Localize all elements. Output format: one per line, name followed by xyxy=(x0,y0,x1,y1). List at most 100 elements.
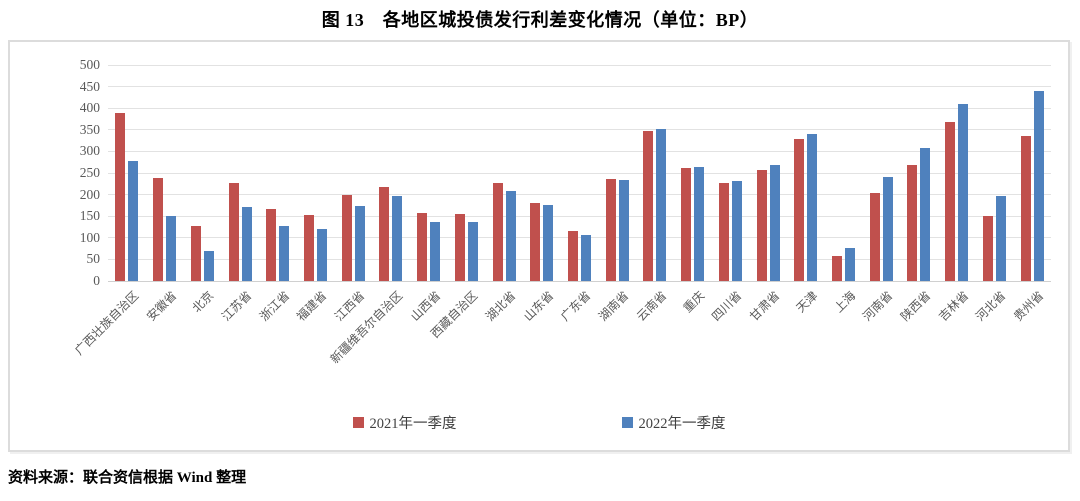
bar-2022年一季度-陕西省 xyxy=(920,147,931,281)
bar-2021年一季度-广东省 xyxy=(568,231,578,281)
bar-2021年一季度-广西壮族自治区 xyxy=(115,113,126,281)
y-axis-tick-450: 450 xyxy=(79,78,100,94)
y-axis-tick-350: 350 xyxy=(79,121,100,137)
bar-2021年一季度-新疆维吾尔自治区 xyxy=(379,186,390,281)
x-axis-label-陕西省: 陕西省 xyxy=(897,288,934,324)
chart-legend: 2021年一季度 2022年一季度 xyxy=(10,412,1068,433)
bar-2022年一季度-河南省 xyxy=(882,176,893,281)
bar-2022年一季度-山东省 xyxy=(543,204,554,281)
bar-2022年一季度-北京 xyxy=(203,250,214,281)
bar-2021年一季度-吉林省 xyxy=(945,122,956,281)
bar-2021年一季度-山东省 xyxy=(530,202,541,281)
gridline-300 xyxy=(108,150,1051,152)
x-axis-label-河北省: 河北省 xyxy=(973,288,1009,324)
bar-2021年一季度-贵州省 xyxy=(1020,136,1031,281)
legend-item-2022: 2022年一季度 xyxy=(621,412,726,433)
gridline-150 xyxy=(108,215,1051,217)
gridline-350 xyxy=(108,129,1051,131)
bar-2021年一季度-湖南省 xyxy=(605,178,616,281)
bar-2022年一季度-甘肃省 xyxy=(769,164,780,281)
gridline-0 xyxy=(108,280,1051,282)
bar-2022年一季度-广西壮族自治区 xyxy=(128,161,139,281)
bar-2021年一季度-上海 xyxy=(832,256,843,281)
y-axis: 0 50 100 150 200 250 300 350 400 450 500 xyxy=(10,57,101,288)
gridline-100 xyxy=(108,237,1051,239)
x-axis-label-山东省: 山东省 xyxy=(520,288,557,324)
bar-2022年一季度-河北省 xyxy=(995,196,1006,281)
bar-2021年一季度-北京 xyxy=(190,226,201,281)
y-axis-tick-400: 400 xyxy=(79,100,100,116)
bar-2021年一季度-陕西省 xyxy=(907,165,918,281)
bar-2021年一季度-重庆 xyxy=(681,168,692,281)
y-axis-tick-150: 150 xyxy=(79,208,100,224)
bar-2021年一季度-山西省 xyxy=(417,213,428,281)
bar-2021年一季度-安徽省 xyxy=(153,177,164,281)
x-axis-label-吉林省: 吉林省 xyxy=(935,288,972,324)
source-note: 资料来源：联合资信根据 Wind 整理 xyxy=(8,470,247,486)
x-axis-label-广东省: 广东省 xyxy=(558,288,594,324)
x-axis-label-湖北省: 湖北省 xyxy=(483,288,519,324)
plot-area: 广西壮族自治区 安徽省 北京 江苏省 浙江省 福建省 江西省 新疆维吾尔自治区 山西省 西藏自治区… xyxy=(72,64,1051,366)
y-axis-tick-250: 250 xyxy=(79,165,100,180)
x-axis-label-天津: 天津 xyxy=(793,288,821,316)
x-axis-label-云南省: 云南省 xyxy=(633,288,670,324)
bar-2021年一季度-甘肃省 xyxy=(756,169,767,281)
x-axis-label-甘肃省: 甘肃省 xyxy=(747,288,783,324)
legend-item-2021: 2021年一季度 xyxy=(352,412,457,433)
bar-2021年一季度-四川省 xyxy=(718,183,729,281)
y-axis-tick-200: 200 xyxy=(79,186,100,202)
y-axis-tick-300: 300 xyxy=(79,143,100,159)
bar-2022年一季度-天津 xyxy=(807,133,818,281)
gridline-200 xyxy=(108,194,1051,196)
x-axis-label-安徽省: 安徽省 xyxy=(143,288,179,324)
bar-2021年一季度-湖北省 xyxy=(492,183,503,281)
bar-2022年一季度-四川省 xyxy=(731,181,742,281)
bar-2021年一季度-河南省 xyxy=(869,192,880,281)
y-axis-tick-100: 100 xyxy=(79,229,100,245)
bar-2022年一季度-江西省 xyxy=(354,206,365,281)
legend-marker-2022-icon xyxy=(621,417,633,428)
gridline-500 xyxy=(108,64,1051,66)
bar-2021年一季度-江苏省 xyxy=(228,182,239,281)
bar-2022年一季度-江苏省 xyxy=(241,207,252,281)
x-axis-label-江苏省: 江苏省 xyxy=(218,288,255,324)
bar-2022年一季度-贵州省 xyxy=(1033,90,1044,281)
y-axis-tick-50: 50 xyxy=(86,251,101,267)
bar-2022年一季度-湖南省 xyxy=(618,179,629,281)
x-axis-label-重庆: 重庆 xyxy=(680,288,707,316)
bar-2022年一季度-广东省 xyxy=(581,234,591,281)
x-axis-label-四川省: 四川省 xyxy=(709,288,745,324)
gridline-50 xyxy=(108,258,1051,260)
chart-frame: 0 50 100 150 200 250 300 350 400 450 500 广西壮族自治区 安徽… xyxy=(8,40,1070,452)
bar-2022年一季度-山西省 xyxy=(430,222,441,281)
bar-2022年一季度-吉林省 xyxy=(958,104,969,281)
bar-2021年一季度-河北省 xyxy=(982,216,993,281)
legend-label-2022: 2022年一季度 xyxy=(638,416,726,432)
bar-2022年一季度-湖北省 xyxy=(505,191,516,281)
bar-2021年一季度-云南省 xyxy=(643,130,654,281)
bar-2022年一季度-重庆 xyxy=(694,166,705,281)
y-axis-tick-500: 500 xyxy=(79,57,100,72)
bar-2022年一季度-福建省 xyxy=(316,229,327,281)
bar-2022年一季度-上海 xyxy=(845,247,856,281)
gridline-450 xyxy=(108,86,1051,88)
x-axis-label-北京: 北京 xyxy=(189,288,217,316)
x-axis-label-福建省: 福建省 xyxy=(294,288,330,324)
bar-2022年一季度-新疆维吾尔自治区 xyxy=(392,196,403,281)
x-axis-label-广西壮族自治区: 广西壮族自治区 xyxy=(71,288,142,358)
bar-2021年一季度-江西省 xyxy=(341,195,352,281)
bar-2021年一季度-西藏自治区 xyxy=(454,214,465,281)
gridline-400 xyxy=(108,107,1051,109)
bar-2021年一季度-天津 xyxy=(794,139,805,281)
x-axis-label-河南省: 河南省 xyxy=(860,288,896,324)
x-axis-label-浙江省: 浙江省 xyxy=(256,288,293,324)
x-axis-label-贵州省: 贵州省 xyxy=(1011,288,1047,324)
bar-2022年一季度-浙江省 xyxy=(279,226,290,281)
figure-title: 图 13 各地区城投债发行利差变化情况（单位：BP） xyxy=(321,10,759,30)
bar-2022年一季度-西藏自治区 xyxy=(467,221,478,281)
bar-2021年一季度-福建省 xyxy=(303,215,314,281)
bar-2021年一季度-浙江省 xyxy=(266,209,277,281)
gridline-250 xyxy=(108,172,1051,174)
bar-2022年一季度-安徽省 xyxy=(166,216,177,281)
bar-2022年一季度-云南省 xyxy=(656,129,667,281)
